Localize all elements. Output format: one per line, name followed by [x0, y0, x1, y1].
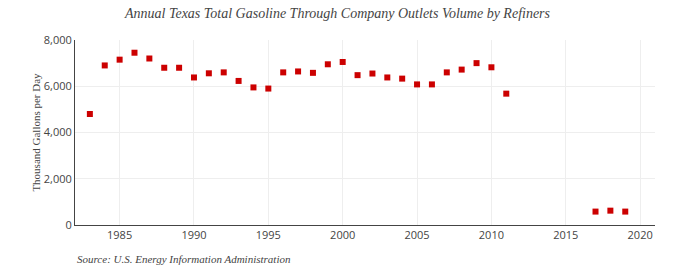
- svg-text:8,000: 8,000: [44, 32, 72, 47]
- svg-text:2015: 2015: [553, 227, 578, 242]
- svg-text:2020: 2020: [628, 227, 653, 242]
- svg-text:Thousand Gallons per Day: Thousand Gallons per Day: [30, 73, 42, 192]
- svg-text:2005: 2005: [404, 227, 429, 242]
- svg-text:2010: 2010: [479, 227, 504, 242]
- svg-text:Annual Texas Total Gasoline Th: Annual Texas Total Gasoline Through Comp…: [124, 6, 551, 21]
- svg-text:Source: U.S. Energy Informatio: Source: U.S. Energy Information Administ…: [77, 253, 291, 265]
- svg-text:4,000: 4,000: [44, 124, 72, 139]
- svg-text:2000: 2000: [330, 227, 355, 242]
- svg-text:2,000: 2,000: [44, 171, 72, 186]
- svg-text:1995: 1995: [256, 227, 281, 242]
- svg-text:0: 0: [66, 217, 72, 232]
- svg-text:1990: 1990: [181, 227, 206, 242]
- svg-text:1985: 1985: [107, 227, 132, 242]
- svg-text:6,000: 6,000: [44, 78, 72, 93]
